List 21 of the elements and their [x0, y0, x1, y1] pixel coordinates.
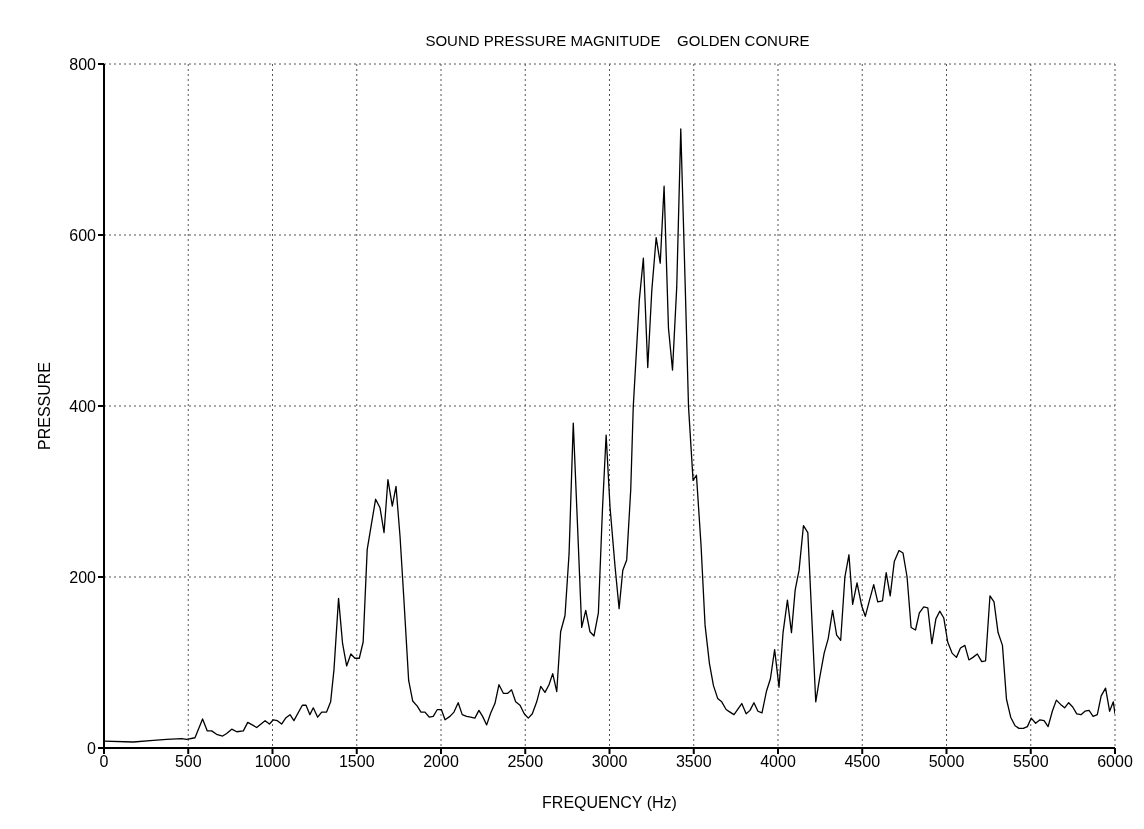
x-tick-label: 3000	[591, 753, 628, 771]
x-tick-label: 6000	[1097, 753, 1133, 771]
x-tick-label: 5500	[1012, 753, 1049, 771]
x-tick-label: 1000	[254, 753, 291, 771]
x-tick-label: 0	[99, 753, 109, 771]
y-axis-title: PRESSURE	[35, 361, 53, 451]
y-tick-label: 200	[69, 568, 97, 586]
x-tick-label: 2500	[507, 753, 544, 771]
y-tick-label: 400	[69, 397, 97, 415]
chart-title: SOUND PRESSURE MAGNITUDE GOLDEN CONURE	[424, 32, 811, 49]
x-axis-title: FREQUENCY (Hz)	[542, 794, 677, 811]
x-tick-label: 5000	[928, 753, 965, 771]
y-tick-label: 600	[69, 226, 97, 244]
x-tick-label: 2000	[423, 753, 459, 771]
x-tick-label: 4000	[760, 753, 796, 771]
y-tick-label: 800	[69, 55, 97, 73]
x-tick-label: 500	[174, 753, 202, 771]
x-tick-label: 4500	[844, 753, 881, 771]
x-tick-label: 1500	[338, 753, 375, 771]
x-tick-label: 3500	[675, 753, 712, 771]
y-tick-label: 0	[87, 739, 97, 757]
